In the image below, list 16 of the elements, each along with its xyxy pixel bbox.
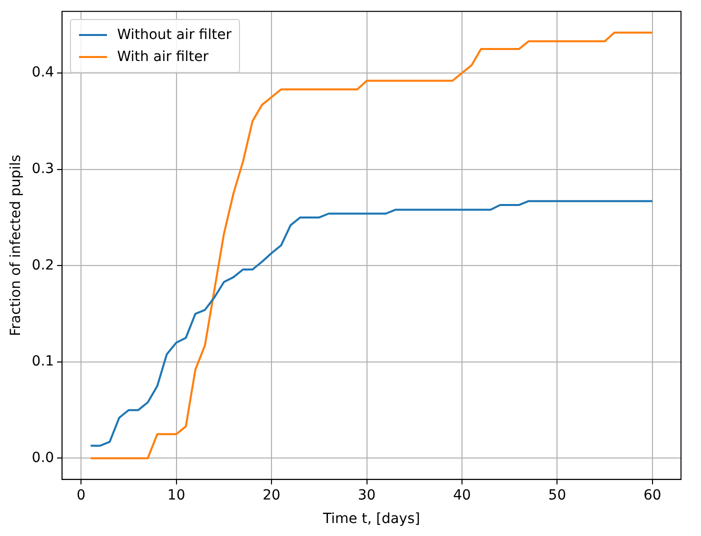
y-tick-label: 0.3: [32, 160, 54, 177]
x-tick-label: 0: [76, 487, 86, 504]
legend-label: With air filter: [117, 49, 209, 66]
y-axis-title: Fraction of infected pupils: [8, 154, 24, 336]
y-tick-label: 0.0: [32, 450, 54, 466]
x-tick-label: 30: [358, 487, 376, 504]
x-tick-label: 60: [644, 487, 662, 504]
y-tick-label: 0.1: [32, 354, 54, 370]
x-axis-title: Time t, [days]: [322, 511, 420, 528]
x-tick-label: 50: [548, 487, 566, 504]
x-tick-label: 40: [453, 487, 471, 504]
legend-label: Without air filter: [117, 27, 232, 44]
y-tick-label: 0.2: [32, 257, 54, 274]
y-tick-label: 0.4: [32, 64, 54, 81]
x-tick-label: 10: [167, 487, 186, 504]
x-tick-label: 20: [262, 487, 280, 504]
